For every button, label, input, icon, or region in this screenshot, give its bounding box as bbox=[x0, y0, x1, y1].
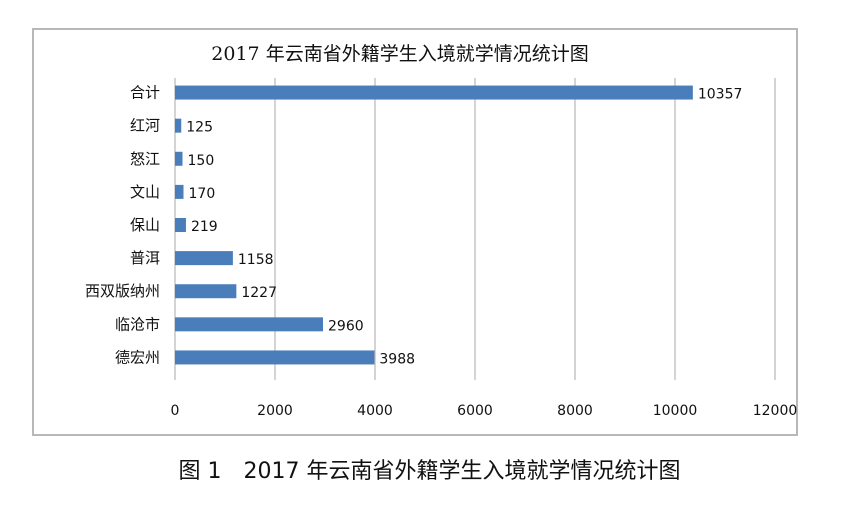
bars bbox=[175, 85, 693, 365]
value-label: 1158 bbox=[238, 252, 274, 268]
x-tick-label: 0 bbox=[171, 403, 180, 419]
chart-title: 2017 年云南省外籍学生入境就学情况统计图 bbox=[211, 43, 588, 65]
x-tick-label: 6000 bbox=[457, 403, 493, 419]
category-label: 怒江 bbox=[130, 150, 160, 168]
x-axis-tick-labels: 0 2000 4000 6000 8000 10000 12000 bbox=[171, 403, 798, 419]
grid-lines bbox=[174, 78, 776, 380]
x-tick-label: 4000 bbox=[357, 403, 393, 419]
value-label: 10357 bbox=[698, 87, 743, 103]
value-label: 150 bbox=[188, 153, 215, 169]
category-label: 普洱 bbox=[130, 249, 160, 267]
category-label: 合计 bbox=[130, 84, 160, 102]
category-label: 文山 bbox=[130, 183, 160, 201]
value-label: 2960 bbox=[328, 318, 364, 334]
category-label: 西双版纳州 bbox=[85, 282, 160, 300]
bar bbox=[175, 251, 233, 266]
bar bbox=[175, 151, 183, 166]
figure-caption: 图 1 2017 年云南省外籍学生入境就学情况统计图 bbox=[178, 459, 681, 484]
value-label: 1227 bbox=[241, 285, 277, 301]
value-label: 125 bbox=[186, 120, 213, 136]
category-label: 红河 bbox=[130, 117, 160, 135]
value-label: 219 bbox=[191, 219, 218, 235]
bar bbox=[175, 85, 693, 100]
x-tick-label: 2000 bbox=[257, 403, 293, 419]
x-tick-label: 10000 bbox=[653, 403, 698, 419]
category-label: 临沧市 bbox=[115, 315, 160, 333]
value-label: 170 bbox=[189, 186, 216, 202]
bar bbox=[175, 184, 184, 199]
bar bbox=[175, 218, 186, 232]
x-tick-label: 12000 bbox=[753, 403, 798, 419]
category-label: 保山 bbox=[130, 216, 160, 234]
bar bbox=[175, 350, 375, 365]
bar bbox=[175, 317, 323, 332]
category-label: 德宏州 bbox=[115, 348, 160, 366]
bar bbox=[175, 118, 182, 133]
value-label: 3988 bbox=[379, 351, 415, 367]
x-tick-label: 8000 bbox=[557, 403, 593, 419]
bar bbox=[175, 284, 237, 299]
value-labels: 10357 125 150 170 219 1158 1227 2960 3988 bbox=[186, 87, 742, 368]
